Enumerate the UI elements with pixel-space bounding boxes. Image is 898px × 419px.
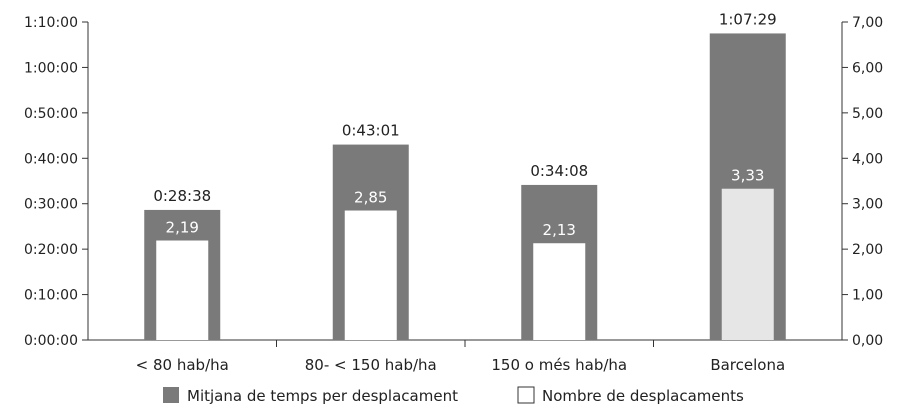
right-axis-tick-label: 7,00 bbox=[852, 15, 883, 31]
count-bar bbox=[344, 210, 397, 340]
time-value-label: 1:07:29 bbox=[719, 10, 777, 28]
left-axis-tick-label: 0:50:00 bbox=[24, 106, 78, 122]
count-bar bbox=[721, 188, 774, 340]
time-value-label: 0:28:38 bbox=[153, 187, 211, 205]
left-axis-tick-label: 0:10:00 bbox=[24, 288, 78, 304]
right-axis-tick-label: 1,00 bbox=[852, 288, 883, 304]
right-axis-tick-label: 4,00 bbox=[852, 151, 883, 167]
right-axis-tick-label: 5,00 bbox=[852, 106, 883, 122]
legend-swatch-count bbox=[517, 386, 535, 404]
count-value-label: 2,13 bbox=[543, 221, 576, 239]
time-value-label: 0:43:01 bbox=[342, 122, 400, 140]
x-axis-category-label: < 80 hab/ha bbox=[136, 356, 229, 374]
count-bar bbox=[533, 243, 586, 340]
count-bar bbox=[156, 240, 209, 340]
count-value-label: 2,85 bbox=[354, 189, 387, 207]
count-value-label: 3,33 bbox=[731, 167, 764, 185]
x-axis-category-label: 80- < 150 hab/ha bbox=[305, 356, 437, 374]
left-axis-tick-label: 1:00:00 bbox=[24, 60, 78, 76]
right-axis-tick-label: 3,00 bbox=[852, 197, 883, 213]
left-axis-tick-label: 0:00:00 bbox=[24, 333, 78, 349]
x-axis-category-label: Barcelona bbox=[710, 356, 785, 374]
left-axis-tick-label: 0:20:00 bbox=[24, 242, 78, 258]
legend-label-count: Nombre de desplacaments bbox=[542, 387, 744, 405]
legend-swatch-time bbox=[163, 387, 179, 403]
count-value-label: 2,19 bbox=[166, 219, 199, 237]
right-axis-tick-label: 2,00 bbox=[852, 242, 883, 258]
time-value-label: 0:34:08 bbox=[530, 162, 588, 180]
right-axis-tick-label: 6,00 bbox=[852, 60, 883, 76]
left-axis-tick-label: 1:10:00 bbox=[24, 15, 78, 31]
legend-label-time: Mitjana de temps per desplacament bbox=[187, 387, 458, 405]
left-axis-tick-label: 0:40:00 bbox=[24, 151, 78, 167]
x-axis-category-label: 150 o més hab/ha bbox=[491, 356, 627, 374]
left-axis-tick-label: 0:30:00 bbox=[24, 197, 78, 213]
right-axis-tick-label: 0,00 bbox=[852, 333, 883, 349]
